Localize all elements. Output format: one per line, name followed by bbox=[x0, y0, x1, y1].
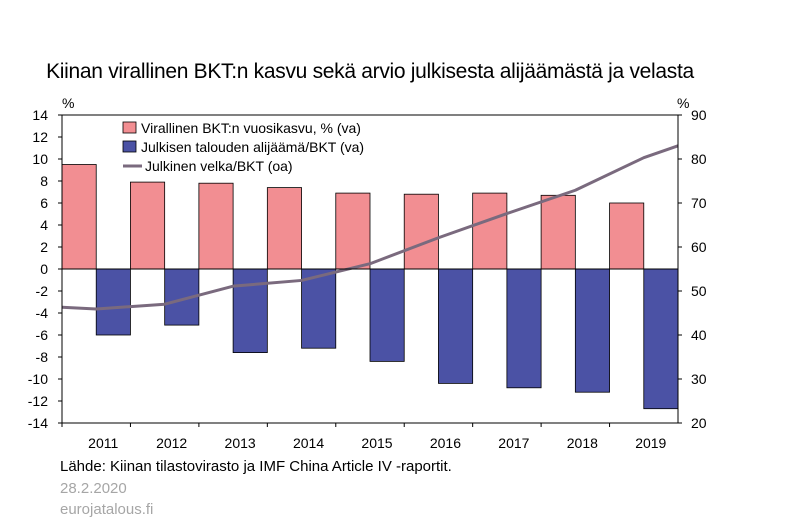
bar-deficit-2011 bbox=[95, 268, 131, 336]
right-tick-label: 90 bbox=[691, 107, 707, 123]
bar-deficit-2017 bbox=[506, 268, 542, 389]
left-tick-label: -10 bbox=[28, 371, 48, 387]
right-tick-label: 70 bbox=[691, 195, 707, 211]
chart-title: Kiinan virallinen BKT:n kasvu sekä arvio… bbox=[46, 60, 694, 83]
bar-deficit-2019 bbox=[643, 268, 679, 410]
left-tick-label: 6 bbox=[40, 195, 48, 211]
x-tick-label: 2014 bbox=[293, 435, 324, 451]
date-note: 28.2.2020 bbox=[60, 480, 127, 497]
left-tick-label: 12 bbox=[32, 129, 48, 145]
legend-label: Julkisen talouden alijäämä/BKT (va) bbox=[141, 139, 364, 155]
line-series bbox=[61, 144, 679, 311]
source-note: Lähde: Kiinan tilastovirasto ja IMF Chin… bbox=[60, 458, 452, 475]
bar-gdp-growth-2016 bbox=[403, 193, 439, 270]
x-tick-label: 2017 bbox=[498, 435, 529, 451]
right-tick-label: 60 bbox=[691, 239, 707, 255]
legend-swatch bbox=[122, 121, 137, 134]
legend-label: Virallinen BKT:n vuosikasvu, % (va) bbox=[141, 120, 361, 136]
bar-gdp-growth-2012 bbox=[130, 181, 166, 270]
bar-deficit-2018 bbox=[574, 268, 610, 393]
right-tick-label: 80 bbox=[691, 151, 707, 167]
legend: Virallinen BKT:n vuosikasvu, % (va) Julki… bbox=[122, 120, 364, 174]
right-unit-label: % bbox=[677, 95, 689, 111]
site-name: eurojatalous.fi bbox=[60, 501, 154, 518]
bar-gdp-growth-2019 bbox=[609, 202, 645, 270]
left-tick-label: 0 bbox=[40, 261, 48, 277]
left-tick-label: -4 bbox=[36, 305, 49, 321]
x-tick-label: 2013 bbox=[225, 435, 256, 451]
left-tick-label: 10 bbox=[32, 151, 48, 167]
axes: -14 -12 -10 -8 -6 -4 -2 0 2 4 6 8 10 12 14 20 30 40 50 60 70… bbox=[28, 95, 707, 451]
bar-deficit-2016 bbox=[438, 268, 474, 384]
x-tick-label: 2012 bbox=[156, 435, 187, 451]
bar-gdp-growth-2015 bbox=[335, 192, 371, 270]
bar-deficit-2015 bbox=[369, 268, 405, 362]
left-tick-label: -14 bbox=[28, 415, 48, 431]
bar-gdp-growth-2011 bbox=[61, 164, 97, 270]
line-public-debt bbox=[61, 144, 679, 311]
bar-gdp-growth-2013 bbox=[198, 182, 234, 270]
left-tick-label: -8 bbox=[36, 349, 49, 365]
right-tick-label: 20 bbox=[691, 415, 707, 431]
left-tick-label: 2 bbox=[40, 239, 48, 255]
bar-gdp-growth-2014 bbox=[266, 187, 302, 270]
x-tick-label: 2011 bbox=[88, 435, 118, 451]
left-tick-label: -12 bbox=[28, 393, 48, 409]
bar-deficit-2013 bbox=[232, 268, 268, 353]
x-tick-label: 2016 bbox=[430, 435, 461, 451]
bar-series bbox=[61, 164, 679, 410]
left-tick-label: -6 bbox=[36, 327, 49, 343]
bar-deficit-2014 bbox=[301, 268, 337, 349]
right-tick-label: 50 bbox=[691, 283, 707, 299]
left-tick-label: 8 bbox=[40, 173, 48, 189]
right-tick-label: 30 bbox=[691, 371, 707, 387]
legend-swatch bbox=[122, 140, 137, 153]
legend-label: Julkinen velka/BKT (oa) bbox=[145, 158, 293, 174]
left-unit-label: % bbox=[62, 95, 74, 111]
x-tick-label: 2019 bbox=[635, 435, 666, 451]
x-tick-label: 2018 bbox=[567, 435, 598, 451]
bar-gdp-growth-2017 bbox=[472, 192, 508, 270]
left-tick-label: 14 bbox=[32, 107, 48, 123]
bar-gdp-growth-2018 bbox=[540, 194, 576, 270]
x-tick-label: 2015 bbox=[361, 435, 392, 451]
left-tick-label: 4 bbox=[40, 217, 48, 233]
right-tick-label: 40 bbox=[691, 327, 707, 343]
left-tick-label: -2 bbox=[36, 283, 49, 299]
